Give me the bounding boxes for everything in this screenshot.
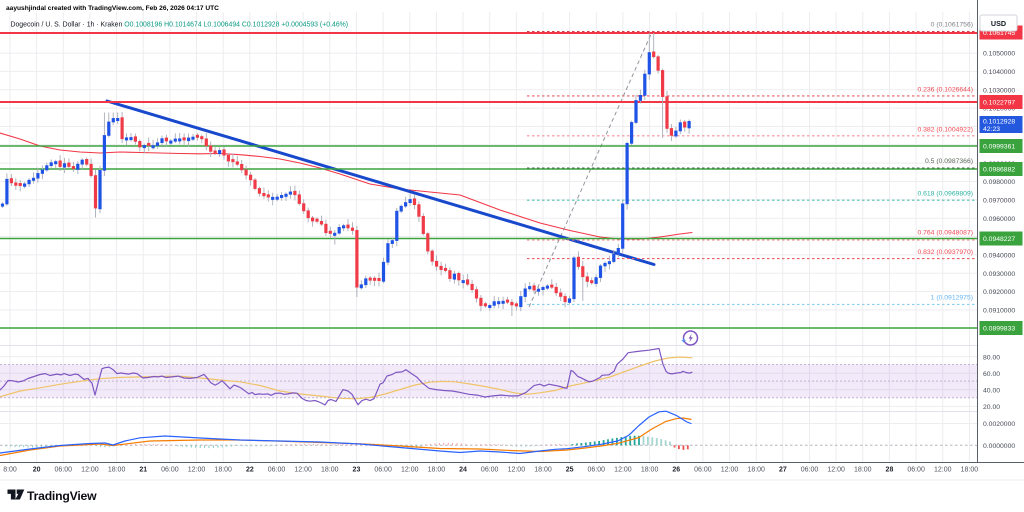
- svg-text:0.618 (0.0969809): 0.618 (0.0969809): [917, 190, 973, 197]
- svg-text:12:00: 12:00: [934, 467, 952, 474]
- svg-text:0.0899833: 0.0899833: [983, 326, 1015, 333]
- svg-text:18:00: 18:00: [428, 467, 446, 474]
- svg-text:TradingView: TradingView: [27, 489, 97, 503]
- svg-text:0.1050000: 0.1050000: [983, 51, 1015, 58]
- svg-text:0.5 (0.0987366): 0.5 (0.0987366): [925, 158, 973, 165]
- svg-text:25: 25: [566, 467, 574, 474]
- svg-text:0.1012928: 0.1012928: [983, 118, 1015, 125]
- svg-text:aayushjindal created with Trad: aayushjindal created with TradingView.co…: [6, 5, 219, 12]
- svg-text:0.832 (0.0937970): 0.832 (0.0937970): [917, 249, 973, 256]
- svg-text:18:00: 18:00: [641, 467, 659, 474]
- svg-text:0.764 (0.0948087): 0.764 (0.0948087): [917, 229, 973, 236]
- svg-text:8:00: 8:00: [3, 467, 17, 474]
- svg-text:26: 26: [672, 467, 680, 474]
- svg-text:0.236 (0.1026644): 0.236 (0.1026644): [917, 86, 973, 93]
- svg-text:0.0000000: 0.0000000: [983, 443, 1015, 450]
- svg-text:0 (0.1061756): 0 (0.1061756): [931, 21, 973, 28]
- svg-text:06:00: 06:00: [161, 467, 179, 474]
- svg-text:0.0986882: 0.0986882: [983, 167, 1015, 174]
- svg-text:20.00: 20.00: [983, 404, 1000, 411]
- svg-text:0.1022797: 0.1022797: [983, 100, 1015, 107]
- svg-text:12:00: 12:00: [508, 467, 526, 474]
- svg-text:06:00: 06:00: [55, 467, 73, 474]
- svg-text:0.0940000: 0.0940000: [983, 253, 1015, 260]
- svg-text:18:00: 18:00: [534, 467, 552, 474]
- svg-text:0.0020000: 0.0020000: [983, 421, 1015, 428]
- svg-text:0.0960000: 0.0960000: [983, 216, 1015, 223]
- svg-text:0.0920000: 0.0920000: [983, 289, 1015, 296]
- svg-text:23: 23: [353, 467, 361, 474]
- svg-text:0.0980000: 0.0980000: [983, 179, 1015, 186]
- svg-text:12:00: 12:00: [401, 467, 419, 474]
- svg-text:0.1040000: 0.1040000: [983, 69, 1015, 76]
- svg-text:Dogecoin / U. S. Dollar · 1h ·: Dogecoin / U. S. Dollar · 1h · Kraken O0…: [11, 22, 349, 29]
- svg-text:18:00: 18:00: [854, 467, 872, 474]
- svg-text:12:00: 12:00: [81, 467, 99, 474]
- svg-text:27: 27: [779, 467, 787, 474]
- svg-text:0.0948227: 0.0948227: [983, 236, 1015, 243]
- svg-text:0.0930000: 0.0930000: [983, 271, 1015, 278]
- svg-text:06:00: 06:00: [588, 467, 606, 474]
- svg-text:12:00: 12:00: [827, 467, 845, 474]
- svg-text:1 (0.0912975): 1 (0.0912975): [931, 294, 973, 301]
- svg-text:0.0999361: 0.0999361: [983, 144, 1015, 151]
- svg-text:0.0970000: 0.0970000: [983, 197, 1015, 204]
- svg-text:0.1030000: 0.1030000: [983, 87, 1015, 94]
- svg-text:06:00: 06:00: [694, 467, 712, 474]
- svg-text:40.00: 40.00: [983, 388, 1000, 395]
- svg-text:24: 24: [459, 467, 467, 474]
- svg-text:06:00: 06:00: [374, 467, 392, 474]
- svg-text:28: 28: [886, 467, 894, 474]
- svg-text:18:00: 18:00: [214, 467, 232, 474]
- svg-text:80.00: 80.00: [983, 355, 1000, 362]
- svg-text:12:00: 12:00: [614, 467, 632, 474]
- svg-text:06:00: 06:00: [801, 467, 819, 474]
- svg-text:21: 21: [139, 467, 147, 474]
- svg-text:0.382 (0.1004922): 0.382 (0.1004922): [917, 126, 973, 133]
- svg-text:42:23: 42:23: [983, 126, 1000, 133]
- svg-text:60.00: 60.00: [983, 371, 1000, 378]
- svg-text:0.0910000: 0.0910000: [983, 308, 1015, 315]
- svg-text:0.1020000: 0.1020000: [983, 106, 1015, 113]
- svg-text:USD: USD: [991, 19, 1006, 28]
- svg-text:18:00: 18:00: [961, 467, 979, 474]
- svg-text:12:00: 12:00: [721, 467, 739, 474]
- svg-text:18:00: 18:00: [747, 467, 765, 474]
- svg-text:06:00: 06:00: [907, 467, 925, 474]
- svg-text:12:00: 12:00: [188, 467, 206, 474]
- svg-text:0.1061745: 0.1061745: [983, 30, 1015, 37]
- svg-text:06:00: 06:00: [268, 467, 286, 474]
- svg-text:18:00: 18:00: [108, 467, 126, 474]
- svg-text:06:00: 06:00: [481, 467, 499, 474]
- svg-text:12:00: 12:00: [294, 467, 312, 474]
- svg-text:22: 22: [246, 467, 254, 474]
- svg-text:18:00: 18:00: [321, 467, 339, 474]
- svg-text:20: 20: [33, 467, 41, 474]
